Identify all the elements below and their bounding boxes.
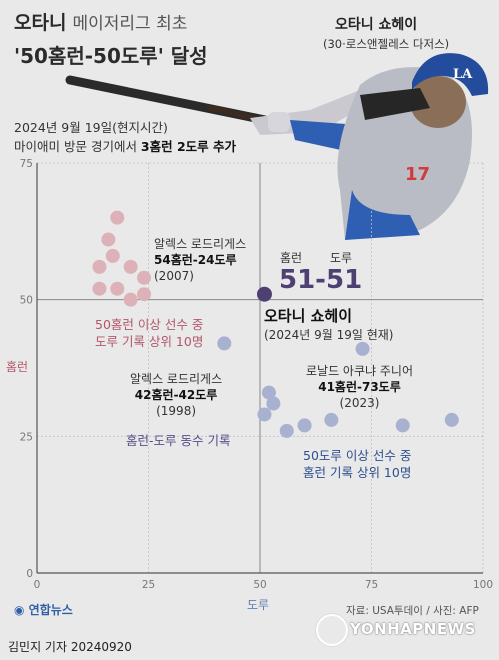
arod-2007-year: (2007) bbox=[154, 269, 194, 283]
blue-point bbox=[261, 385, 276, 400]
pink-point bbox=[123, 259, 138, 274]
y-tick-label: 50 bbox=[20, 295, 33, 307]
y-tick-label: 25 bbox=[20, 431, 33, 443]
arod-1998-year: (1998) bbox=[156, 404, 197, 418]
arod-1998-stat: 42홈런-42도루 bbox=[134, 388, 218, 402]
arod-1998-name: 알렉스 로드리게스 bbox=[130, 372, 223, 386]
blue-point bbox=[266, 396, 281, 411]
game-line-text: 마이애미 방문 경기에서 bbox=[14, 139, 141, 154]
pink-group-label: 50홈런 이상 선수 중 도루 기록 상위 10명 bbox=[95, 316, 203, 350]
title-bold: 오타니 bbox=[14, 12, 67, 34]
game-line: 마이애미 방문 경기에서 3홈런 2도루 추가 bbox=[14, 136, 236, 155]
player-subtitle: (30·로스앤젤레스 다저스) bbox=[323, 37, 450, 51]
ohtani-label-name: 오타니 쇼헤이 bbox=[264, 307, 353, 325]
title-line-1: 오타니 메이저리그 최초 bbox=[14, 8, 187, 35]
logo-text: 연합뉴스 bbox=[28, 603, 73, 617]
x-tick-label: 100 bbox=[473, 579, 493, 591]
x-tick-label: 50 bbox=[253, 579, 266, 591]
y-tick-label: 75 bbox=[20, 158, 33, 170]
annotation-arod-1998: 알렉스 로드리게스 42홈런-42도루 (1998) bbox=[130, 371, 222, 419]
arod-2007-stat: 54홈런-24도루 bbox=[154, 253, 237, 267]
y-tick-label: 0 bbox=[26, 568, 33, 580]
y-axis-title: 홈런 bbox=[6, 360, 29, 374]
purple-group-label: 홈런-도루 동수 기록 bbox=[126, 433, 231, 448]
blue-point bbox=[257, 407, 272, 422]
pink-point bbox=[137, 270, 152, 285]
svg-text:LA: LA bbox=[453, 67, 473, 82]
ohtani-label-date: (2024년 9월 19일 현재) bbox=[264, 328, 394, 342]
pink-point bbox=[123, 292, 138, 307]
blue-point bbox=[355, 341, 370, 356]
pink-group-line2: 도루 기록 상위 10명 bbox=[95, 334, 204, 349]
ohtani-sb-label: 도루 bbox=[330, 251, 353, 265]
blue-point bbox=[395, 418, 410, 433]
ohtani-point bbox=[256, 286, 272, 302]
blue-group-line2: 홈런 기록 상위 10명 bbox=[303, 465, 412, 480]
watermark-circle-icon bbox=[316, 614, 348, 646]
pink-point bbox=[137, 287, 152, 302]
x-axis-title: 도루 bbox=[247, 598, 270, 612]
annotation-acuna: 로날드 아쿠냐 주니어 41홈런-73도루 (2023) bbox=[306, 363, 413, 411]
logo-globe-icon: ◉ bbox=[14, 603, 25, 617]
title-light: 메이저리그 최초 bbox=[72, 14, 188, 34]
ohtani-hr-label: 홈런 bbox=[280, 251, 303, 265]
x-tick-label: 25 bbox=[142, 579, 155, 591]
blue-point bbox=[297, 418, 312, 433]
source-credit: 자료: USA투데이 / 사진: AFP bbox=[346, 605, 479, 617]
player-name: 오타니 쇼헤이 bbox=[335, 17, 418, 33]
purple-point bbox=[217, 336, 232, 351]
acuna-stat: 41홈런-73도루 bbox=[318, 380, 401, 394]
pink-point bbox=[110, 210, 125, 225]
blue-point bbox=[279, 423, 294, 438]
pink-point bbox=[92, 259, 107, 274]
x-tick-label: 0 bbox=[34, 579, 41, 591]
pink-point bbox=[101, 232, 116, 247]
x-tick-label: 75 bbox=[365, 579, 378, 591]
acuna-year: (2023) bbox=[339, 396, 380, 410]
watermark: YONHAPNEWS bbox=[350, 620, 476, 638]
blue-point bbox=[444, 412, 459, 427]
game-line-highlight: 3홈런 2도루 추가 bbox=[140, 139, 237, 154]
date-line: 2024년 9월 19일(현지시간) bbox=[14, 120, 168, 135]
arod-2007-name: 알렉스 로드리게스 bbox=[154, 237, 247, 251]
title-line-2: '50홈런-50도루' 달성 bbox=[14, 44, 208, 68]
annotation-arod-2007: 알렉스 로드리게스 54홈런-24도루 (2007) bbox=[154, 236, 246, 284]
svg-text:17: 17 bbox=[405, 164, 430, 185]
pink-point bbox=[92, 281, 107, 296]
player-photo: 17 LA bbox=[65, 53, 489, 240]
acuna-name: 로날드 아쿠냐 주니어 bbox=[306, 364, 413, 378]
pink-group-line1: 50홈런 이상 선수 중 bbox=[95, 317, 204, 332]
yonhap-logo: ◉ 연합뉴스 bbox=[14, 601, 73, 618]
blue-point bbox=[324, 412, 339, 427]
blue-group-line1: 50도루 이상 선수 중 bbox=[303, 448, 412, 463]
blue-group-label: 50도루 이상 선수 중 홈런 기록 상위 10명 bbox=[303, 447, 411, 481]
byline: 김민지 기자 20240920 bbox=[8, 640, 132, 654]
pink-point bbox=[110, 281, 125, 296]
pink-point bbox=[105, 248, 120, 263]
ohtani-value: 51-51 bbox=[279, 265, 363, 295]
